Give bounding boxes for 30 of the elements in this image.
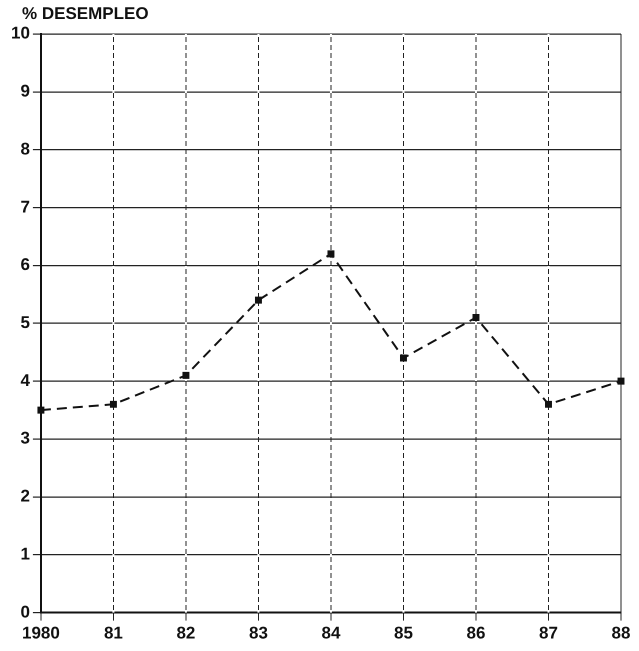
point xyxy=(400,354,407,362)
y-tick-label: 1 xyxy=(20,544,30,564)
x-tick-label: 83 xyxy=(248,623,268,642)
y-tick-label: 0 xyxy=(20,602,30,622)
point xyxy=(472,314,480,321)
y-tick-label: 10 xyxy=(10,24,30,43)
y-tick-label: 7 xyxy=(20,197,30,216)
point xyxy=(618,378,624,385)
point xyxy=(545,400,552,408)
y-tick-label: 3 xyxy=(20,428,30,448)
point xyxy=(254,296,262,304)
x-tick-label: 82 xyxy=(176,623,196,642)
point xyxy=(182,372,190,379)
x-tick-label: 84 xyxy=(321,623,341,642)
x-tick-label: 81 xyxy=(104,623,123,642)
point xyxy=(37,406,44,414)
y-axis-title: % DESEMPLEO xyxy=(22,4,149,24)
y-tick-label: 4 xyxy=(20,370,30,390)
x-tick-label: 86 xyxy=(466,623,486,642)
y-tick-label: 9 xyxy=(20,82,30,101)
y-tick-label: 8 xyxy=(20,139,30,158)
x-tick-label: 85 xyxy=(394,623,413,642)
y-tick-label: 5 xyxy=(20,312,30,332)
x-tick-label: 88 xyxy=(612,623,630,642)
point xyxy=(110,400,117,408)
point xyxy=(327,250,334,258)
x-tick-label: 1980 xyxy=(22,623,60,642)
x-tick-label: 87 xyxy=(539,623,558,642)
y-tick-label: 6 xyxy=(20,255,30,274)
y-tick-label: 2 xyxy=(20,486,30,506)
